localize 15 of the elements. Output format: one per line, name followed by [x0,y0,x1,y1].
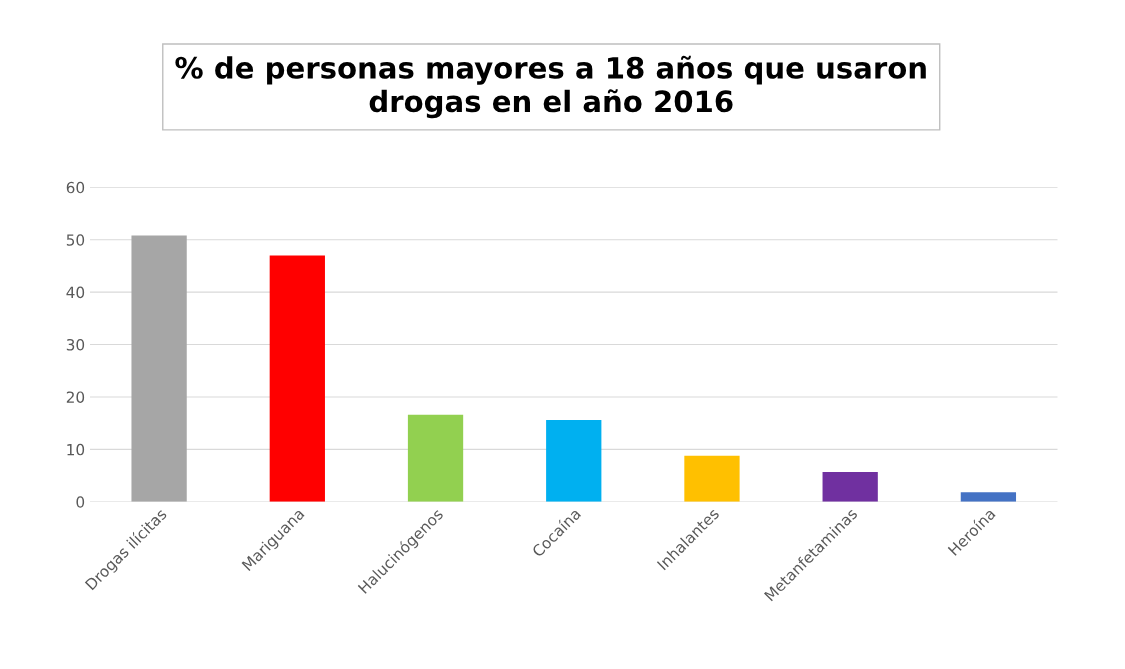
y-tick-label: 40 [66,286,85,299]
bar [684,455,740,502]
bar [269,255,325,502]
y-tick-label: 60 [66,181,85,194]
bar [131,235,187,502]
y-tick-label: 20 [66,391,85,403]
bar [546,420,602,502]
y-tick-label: 10 [67,443,85,456]
bar [960,492,1017,502]
chart-title: % de personas mayores a 18 años que usaron drogas en el año 2016 [175,55,926,119]
bar [407,414,464,502]
y-tick-label: 30 [66,339,85,351]
bar [822,471,878,502]
y-tick-label: 50 [66,234,85,246]
y-tick-label: 0 [76,496,85,508]
